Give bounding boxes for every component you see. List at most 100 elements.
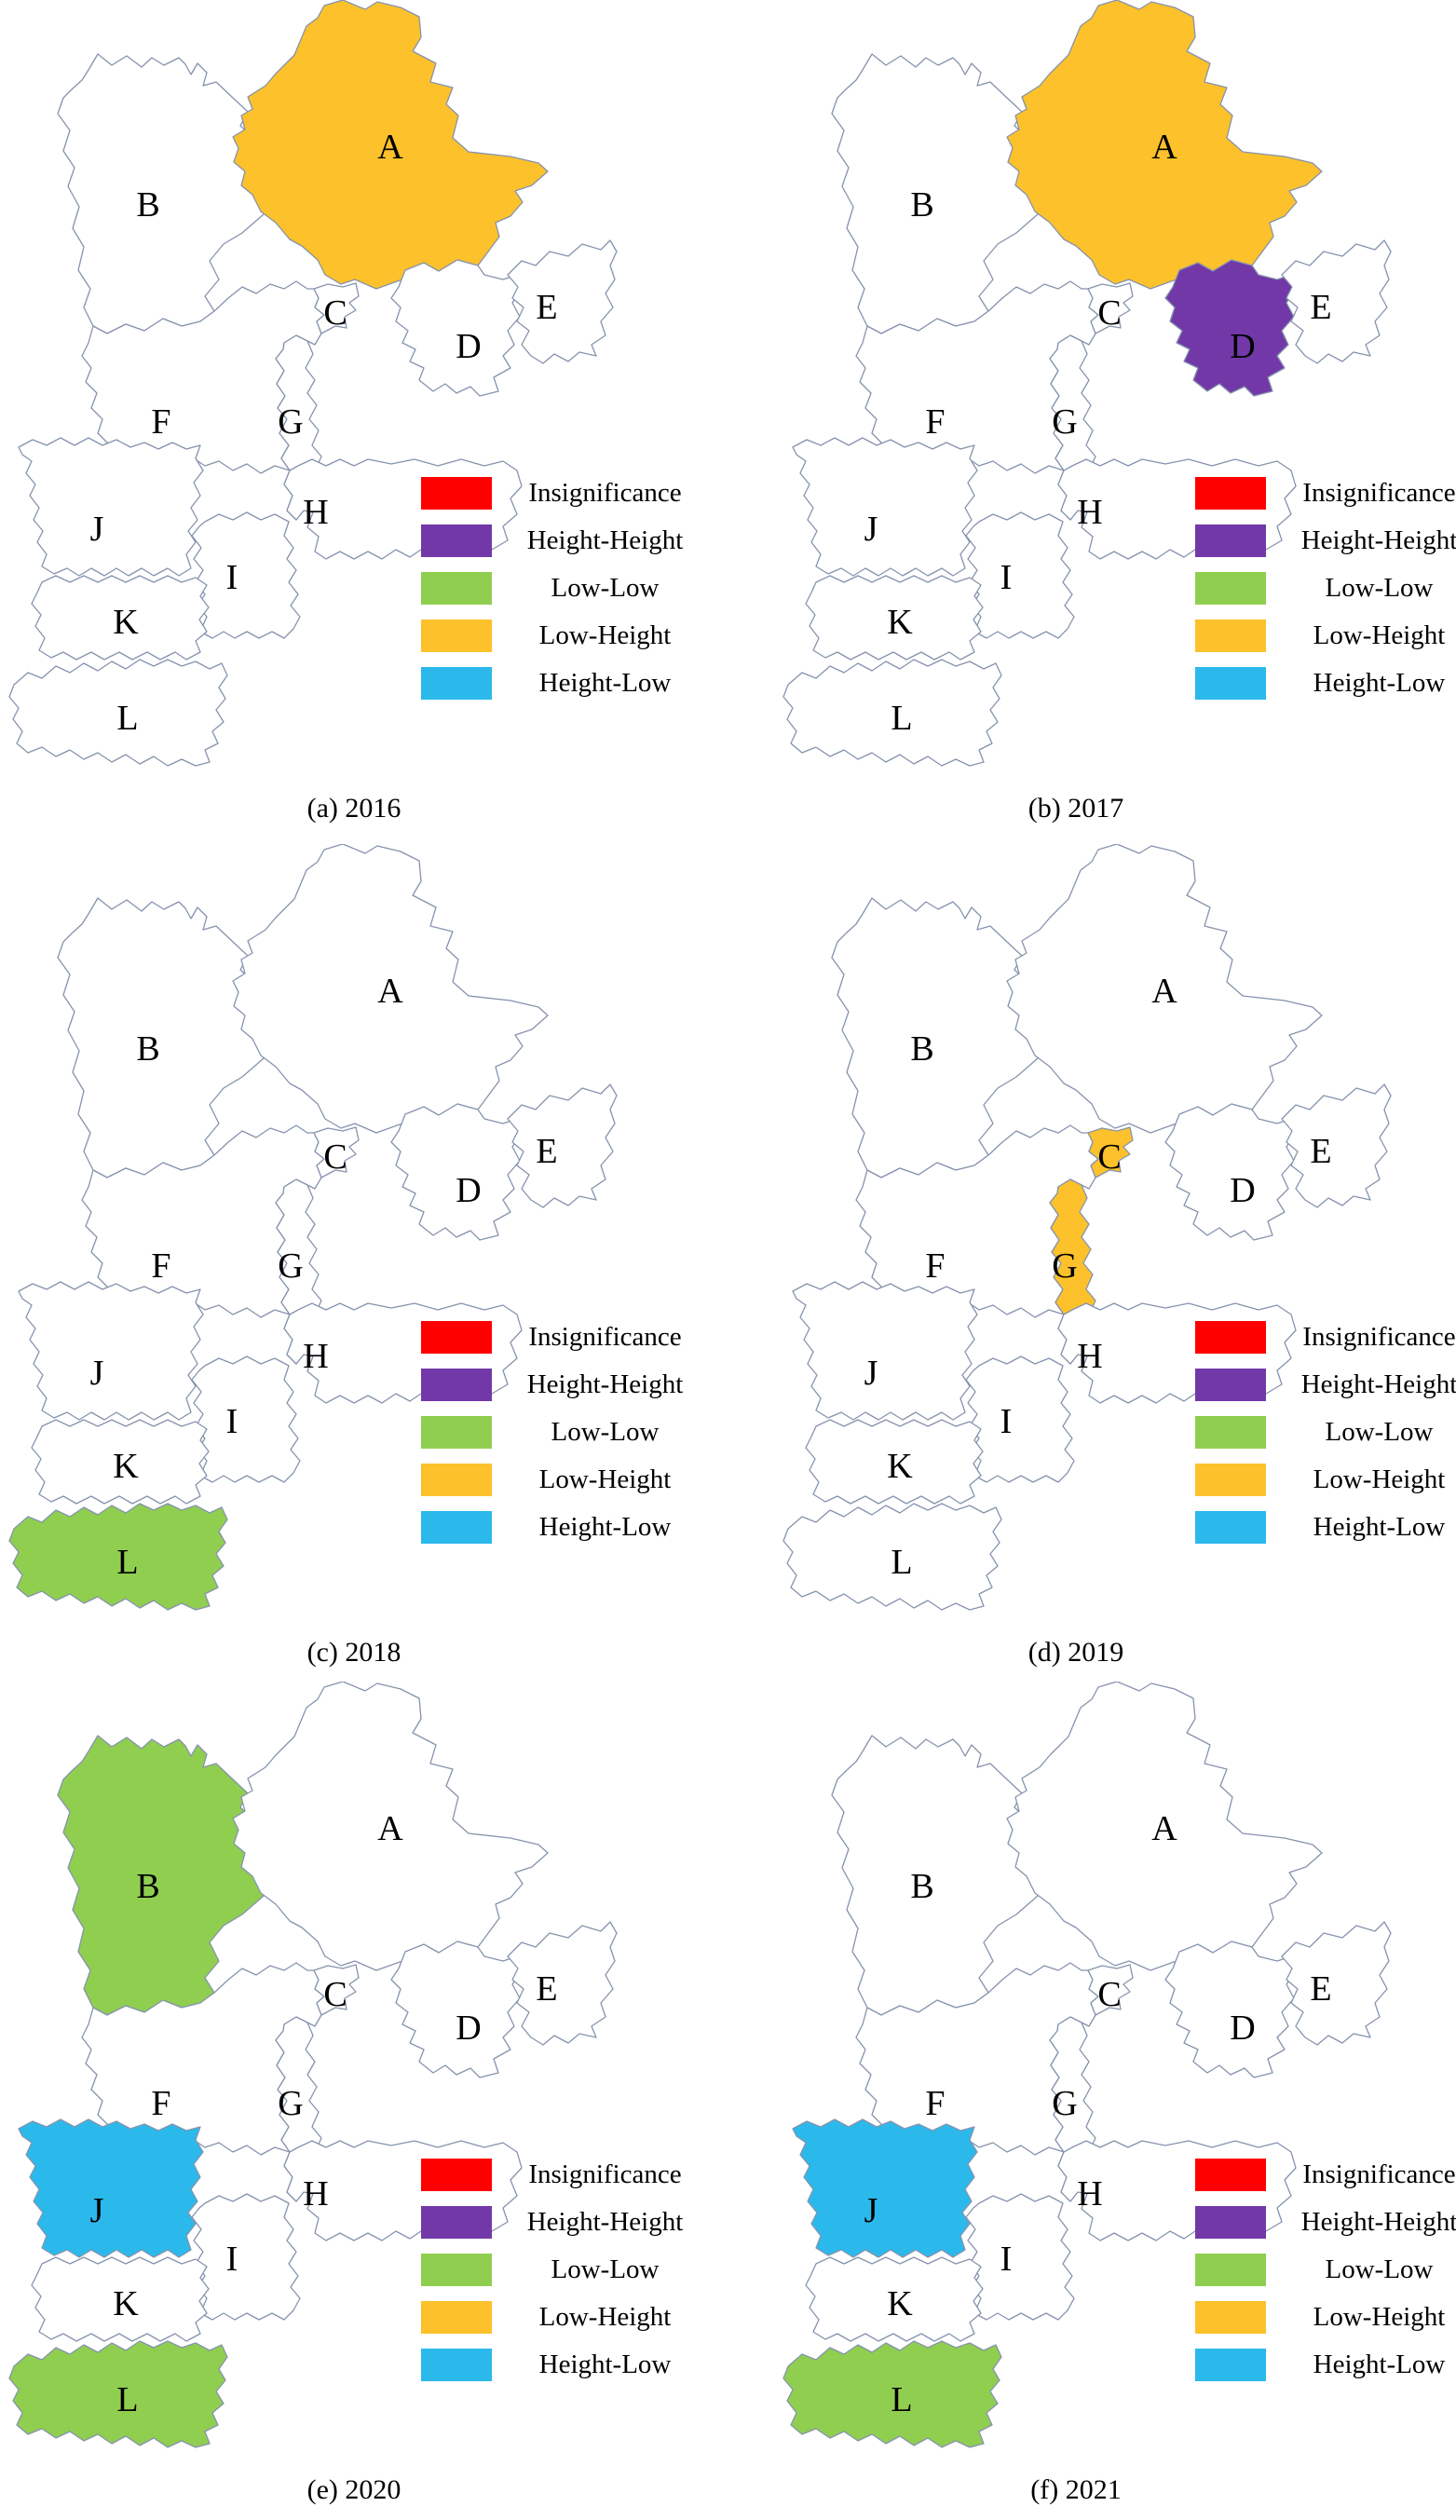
- region-label-K: K: [887, 2284, 913, 2323]
- legend-item-insignificance: Insignificance: [421, 477, 701, 510]
- region-I: [191, 2193, 301, 2321]
- region-label-F: F: [151, 2084, 170, 2123]
- map-2020: A B C D E F G H I J K L: [0, 1682, 708, 2455]
- legend-item-height-height: Height-Height: [1195, 524, 1456, 557]
- region-K: [805, 575, 984, 661]
- region-E: [507, 1921, 618, 2046]
- region-D: [390, 259, 523, 397]
- legend-item-insignificance: Insignificance: [421, 2159, 701, 2191]
- legend-item-height-low: Height-Low: [1195, 1511, 1456, 1544]
- region-C: [1087, 1126, 1134, 1178]
- legend-swatch-height-low: [1195, 1511, 1266, 1544]
- region-label-L: L: [891, 699, 912, 738]
- region-label-E: E: [1310, 1969, 1331, 2009]
- legend-swatch-height-low: [421, 667, 492, 700]
- region-label-F: F: [151, 402, 170, 442]
- legend-swatch-low-height: [421, 620, 492, 652]
- region-label-H: H: [1077, 2174, 1102, 2214]
- legend-item-low-height: Low-Height: [1195, 1464, 1456, 1496]
- region-label-F: F: [925, 1246, 945, 1286]
- region-label-J: J: [90, 1354, 104, 1393]
- legend-item-insignificance: Insignificance: [421, 1321, 701, 1354]
- legend-item-low-height: Low-Height: [1195, 2301, 1456, 2334]
- region-label-E: E: [536, 1132, 557, 1171]
- region-L: [782, 2340, 1002, 2448]
- region-label-D: D: [456, 2009, 481, 2048]
- legend-label-low-low: Low-Low: [1325, 1417, 1434, 1447]
- region-label-C: C: [1097, 1975, 1121, 2014]
- region-L: [8, 1503, 228, 1611]
- region-I: [965, 511, 1075, 639]
- legend-swatch-height-low: [1195, 2349, 1266, 2381]
- region-label-B: B: [136, 1867, 159, 1906]
- legend-2016: Insignificance Height-Height Low-Low Low-He…: [421, 477, 701, 715]
- region-K: [805, 2256, 984, 2342]
- region-I: [965, 1355, 1075, 1483]
- region-label-E: E: [536, 288, 557, 327]
- legend-swatch-insignificance: [421, 477, 492, 510]
- legend-label-insignificance: Insignificance: [1302, 478, 1456, 508]
- legend-label-height-height: Height-Height: [1300, 525, 1456, 555]
- region-label-H: H: [1077, 1337, 1102, 1376]
- legend-label-insignificance: Insignificance: [528, 2159, 682, 2189]
- caption-2021: (f) 2021: [1030, 2474, 1122, 2505]
- legend-item-insignificance: Insignificance: [1195, 2159, 1456, 2191]
- region-label-H: H: [1077, 493, 1102, 532]
- region-label-G: G: [278, 2084, 303, 2123]
- region-label-K: K: [887, 1447, 913, 1486]
- legend-swatch-insignificance: [421, 1321, 492, 1354]
- region-I: [191, 1355, 301, 1483]
- region-label-L: L: [891, 1543, 912, 1582]
- region-label-H: H: [303, 1337, 328, 1376]
- region-label-B: B: [910, 1867, 933, 1906]
- region-label-K: K: [113, 2284, 139, 2323]
- region-B: [57, 53, 274, 334]
- caption-2019: (d) 2019: [1027, 1637, 1124, 1668]
- region-label-D: D: [456, 327, 481, 366]
- legend-item-low-low: Low-Low: [1195, 2254, 1456, 2286]
- region-I: [965, 2193, 1075, 2321]
- legend-item-low-low: Low-Low: [1195, 572, 1456, 605]
- region-K: [31, 575, 210, 661]
- region-label-C: C: [1097, 1137, 1121, 1177]
- region-D: [1164, 259, 1297, 397]
- region-label-K: K: [113, 603, 139, 642]
- legend-item-low-height: Low-Height: [1195, 620, 1456, 652]
- region-C: [313, 1126, 360, 1178]
- legend-item-low-height: Low-Height: [421, 620, 701, 652]
- legend-item-height-low: Height-Low: [421, 2349, 701, 2381]
- region-label-A: A: [1151, 972, 1177, 1011]
- legend-label-height-height: Height-Height: [526, 2207, 684, 2237]
- region-label-A: A: [377, 1809, 403, 1848]
- legend-label-insignificance: Insignificance: [1302, 1322, 1456, 1352]
- legend-swatch-low-low: [421, 1416, 492, 1449]
- legend-item-height-height: Height-Height: [1195, 1369, 1456, 1401]
- region-L: [782, 659, 1002, 767]
- legend-item-low-low: Low-Low: [421, 2254, 701, 2286]
- region-B: [831, 897, 1048, 1178]
- legend-swatch-low-height: [1195, 620, 1266, 652]
- legend-item-height-height: Height-Height: [1195, 2206, 1456, 2239]
- region-K: [31, 1419, 210, 1505]
- region-label-B: B: [136, 185, 159, 225]
- region-label-J: J: [864, 1354, 878, 1393]
- legend-swatch-height-height: [1195, 2206, 1266, 2239]
- legend-item-height-low: Height-Low: [421, 667, 701, 700]
- legend-item-height-low: Height-Low: [1195, 2349, 1456, 2381]
- legend-label-insignificance: Insignificance: [1302, 2159, 1456, 2189]
- legend-swatch-height-height: [421, 2206, 492, 2239]
- region-label-G: G: [1052, 1246, 1077, 1286]
- legend-label-height-height: Height-Height: [526, 1369, 684, 1399]
- region-label-G: G: [278, 402, 303, 442]
- region-L: [782, 1503, 1002, 1611]
- region-E: [1281, 239, 1392, 364]
- caption-2016: (a) 2016: [306, 793, 401, 824]
- map-2016: A B C D E F G H I J K L: [0, 0, 708, 773]
- region-label-I: I: [1000, 2240, 1013, 2279]
- legend-swatch-insignificance: [1195, 477, 1266, 510]
- region-label-L: L: [116, 699, 138, 738]
- region-L: [8, 2340, 228, 2448]
- region-label-H: H: [303, 2174, 328, 2214]
- region-label-G: G: [278, 1246, 303, 1286]
- region-label-L: L: [116, 1543, 138, 1582]
